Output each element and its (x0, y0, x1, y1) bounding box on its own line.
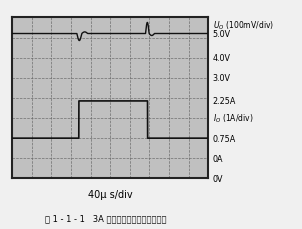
Text: 40μ s/div: 40μ s/div (88, 190, 133, 200)
Text: 0.75A: 0.75A (213, 134, 236, 143)
Text: 2.25A: 2.25A (213, 97, 236, 106)
Text: 5.0V: 5.0V (213, 30, 231, 39)
Text: 0V: 0V (213, 174, 223, 183)
Text: 0A: 0A (213, 154, 223, 163)
Text: $I_O$ (1A/div): $I_O$ (1A/div) (213, 112, 253, 125)
Text: 3.0V: 3.0V (213, 74, 230, 83)
Text: 图 1 - 1 - 1   3A 降压式开关的瞬态响应波形: 图 1 - 1 - 1 3A 降压式开关的瞬态响应波形 (45, 213, 166, 222)
Text: $U_O$ (100mV/div): $U_O$ (100mV/div) (213, 19, 274, 32)
Text: 4.0V: 4.0V (213, 54, 230, 63)
